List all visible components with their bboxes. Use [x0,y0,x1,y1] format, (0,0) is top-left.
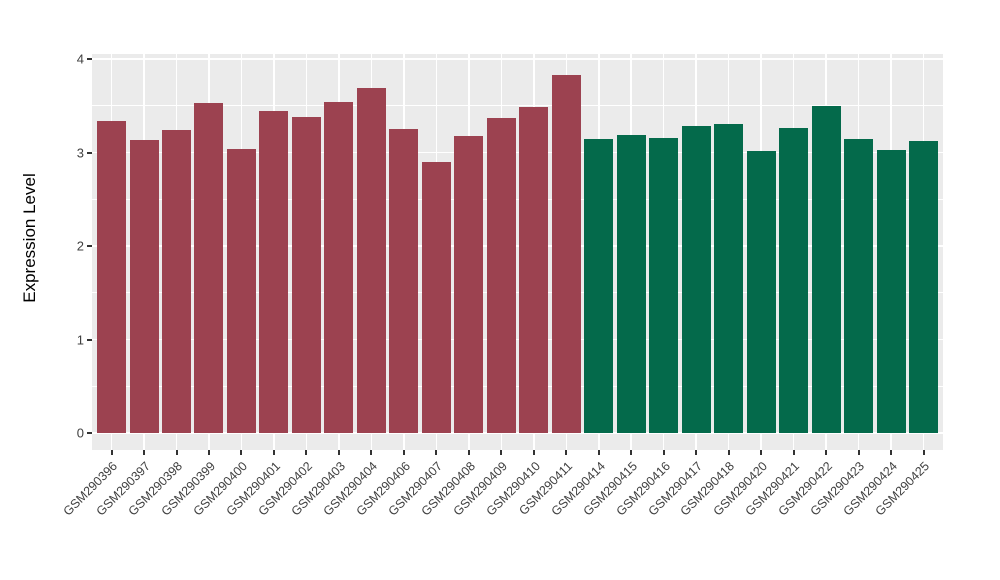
y-tick-mark [87,338,92,341]
x-tick-mark [402,450,405,455]
bar-GSM290409 [486,117,516,433]
x-tick-mark [727,450,730,455]
x-tick-mark [305,450,308,455]
bar-GSM290398 [162,130,191,433]
bar-GSM290401 [259,111,289,433]
x-tick-mark [240,450,243,455]
x-tick-mark [760,450,763,455]
x-tick-mark [532,450,535,455]
bar-GSM290425 [909,141,938,433]
x-tick-mark [467,450,470,455]
y-tick-label: 1 [76,332,84,347]
x-tick-mark [630,450,633,455]
x-tick-mark [207,450,210,455]
y-tick-label: 4 [76,51,84,67]
y-minor-gridline [92,105,943,107]
x-tick-mark [272,450,275,455]
x-tick-mark [792,450,795,455]
y-tick-mark [87,245,92,247]
x-tick-mark [565,450,568,455]
y-tick-label: 3 [76,145,84,160]
bar-GSM290397 [129,140,159,433]
x-tick-mark [857,450,860,455]
x-tick-mark [597,450,600,455]
x-tick-mark [662,450,665,455]
x-tick-mark [825,450,828,455]
x-tick-mark [695,450,698,455]
x-tick-mark [110,450,113,455]
y-minor-gridline [92,292,943,294]
x-tick-mark [370,450,373,455]
y-tick-mark [87,151,92,154]
bar-GSM290418 [714,123,744,433]
plot-panel [92,54,943,450]
bar-GSM290408 [454,135,484,433]
y-major-gridline [92,245,943,247]
bar-GSM290403 [324,102,354,433]
x-tick-mark [435,450,438,455]
bar-GSM290410 [519,106,549,433]
x-tick-mark [500,450,503,455]
y-minor-gridline [92,198,943,200]
x-tick-mark [890,450,892,455]
bar-GSM290417 [681,126,711,433]
y-minor-gridline [92,385,943,387]
bar-GSM290406 [389,129,419,433]
y-major-gridline [92,58,943,60]
bar-GSM290400 [226,148,256,433]
x-tick-mark [143,450,145,455]
y-tick-mark [87,58,92,60]
bar-GSM290396 [97,120,126,433]
y-tick-mark [87,432,92,434]
bar-GSM290421 [779,128,809,433]
bar-GSM290404 [356,88,386,433]
bar-GSM290414 [584,139,614,433]
y-major-gridline [92,338,943,341]
bar-GSM290420 [746,150,776,433]
y-tick-label: 2 [76,238,84,254]
bar-GSM290422 [811,105,841,433]
y-major-gridline [92,151,943,154]
y-major-gridline [92,432,943,434]
bar-GSM290416 [649,137,679,433]
bar-GSM290424 [876,149,906,433]
bar-GSM290399 [194,102,224,433]
y-axis-title: Expression Level [20,173,39,303]
bar-GSM290402 [291,116,321,433]
bar-GSM290423 [844,138,873,433]
bar-GSM290411 [551,74,581,433]
bar-GSM290407 [421,161,451,433]
x-tick-mark [922,450,925,455]
y-tick-label: 0 [76,425,84,441]
x-tick-mark [337,450,340,455]
x-tick-mark [175,450,178,455]
bar-GSM290415 [616,134,646,433]
